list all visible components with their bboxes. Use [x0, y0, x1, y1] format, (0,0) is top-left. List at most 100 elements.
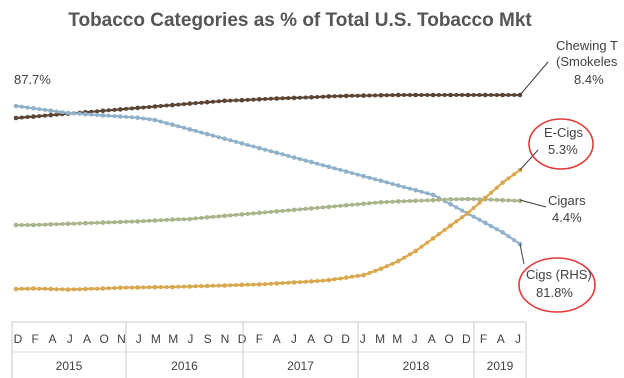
- data-point-interp: [182, 125, 186, 130]
- x-tick-label: F: [256, 332, 263, 346]
- year-label: 2019: [487, 359, 514, 373]
- data-point-interp: [407, 252, 412, 257]
- data-point-interp: [71, 287, 76, 292]
- data-point: [309, 159, 314, 165]
- data-point-interp: [124, 285, 129, 290]
- data-point: [396, 199, 401, 204]
- data-point-interp: [176, 284, 181, 289]
- data-point-interp: [303, 95, 308, 100]
- data-point: [204, 99, 210, 105]
- x-tick-label: F: [480, 332, 487, 346]
- data-point-interp: [251, 282, 256, 287]
- x-tick-label: A: [307, 332, 315, 346]
- data-point-interp: [43, 107, 47, 112]
- data-point-interp: [234, 212, 239, 217]
- data-point: [257, 97, 262, 102]
- x-tick-label: M: [168, 332, 178, 346]
- x-tick-label: J: [291, 332, 297, 346]
- data-point-interp: [303, 279, 308, 284]
- data-point-interp: [89, 286, 94, 291]
- data-point: [65, 287, 71, 292]
- data-point-interp: [245, 211, 250, 216]
- data-point-interp: [425, 240, 430, 245]
- data-point: [48, 108, 54, 113]
- data-point-interp: [402, 199, 407, 204]
- data-point-interp: [373, 177, 378, 182]
- data-point: [430, 197, 436, 203]
- data-point-interp: [454, 205, 459, 210]
- data-point-interp: [60, 110, 65, 115]
- leader-line-1: [519, 149, 539, 171]
- data-point-interp: [228, 283, 233, 288]
- data-point: [482, 92, 488, 98]
- x-tick-label: M: [375, 332, 385, 346]
- data-point-interp: [124, 219, 129, 224]
- data-point-interp: [164, 217, 169, 222]
- data-point: [152, 104, 158, 109]
- data-point-interp: [199, 130, 204, 135]
- data-point-interp: [297, 157, 302, 161]
- x-tick-label: F: [32, 332, 39, 346]
- data-point-interp: [460, 215, 465, 220]
- data-point-interp: [216, 214, 221, 219]
- data-point-interp: [350, 171, 354, 176]
- data-point: [500, 180, 505, 185]
- data-point-interp: [286, 96, 291, 101]
- data-point: [187, 216, 193, 222]
- data-point: [135, 219, 140, 224]
- data-point-interp: [129, 106, 134, 111]
- data-point-interp: [176, 217, 181, 222]
- data-point: [517, 198, 523, 204]
- data-point-interp: [489, 224, 493, 229]
- data-point-interp: [211, 99, 215, 104]
- data-point-interp: [54, 109, 59, 114]
- data-point-interp: [471, 206, 476, 210]
- x-tick-label: S: [204, 332, 212, 346]
- year-label: 2016: [171, 359, 198, 373]
- data-point: [326, 94, 332, 99]
- data-point-interp: [373, 200, 378, 205]
- data-point-interp: [303, 206, 308, 211]
- data-point: [222, 213, 227, 219]
- data-point: [361, 173, 366, 179]
- data-point-interp: [147, 218, 152, 223]
- data-point-interp: [350, 202, 354, 207]
- data-point-interp: [425, 191, 430, 196]
- series-line-3: [15, 169, 521, 291]
- data-point: [378, 200, 384, 205]
- data-point: [465, 210, 471, 216]
- data-point-interp: [158, 285, 163, 290]
- data-point-interp: [315, 205, 320, 210]
- data-point-interp: [25, 115, 30, 119]
- data-point: [448, 223, 453, 228]
- data-point-interp: [164, 285, 169, 290]
- data-point: [343, 203, 349, 208]
- data-point-interp: [176, 102, 181, 107]
- data-point-interp: [164, 103, 169, 108]
- data-point-interp: [454, 93, 459, 97]
- data-point-interp: [332, 204, 337, 209]
- data-point-interp: [211, 283, 215, 288]
- data-point-interp: [234, 139, 239, 144]
- data-point-interp: [425, 93, 430, 97]
- label-cigs: Cigs (RHS): [526, 267, 592, 282]
- data-point-interp: [332, 166, 337, 171]
- data-point-interp: [263, 147, 268, 152]
- data-point-interp: [477, 200, 482, 205]
- data-point-interp: [19, 115, 24, 120]
- data-point: [135, 285, 140, 290]
- data-point-interp: [268, 209, 273, 214]
- data-point-interp: [124, 114, 129, 119]
- series-line-0: [15, 93, 520, 120]
- data-point-interp: [436, 93, 441, 97]
- data-point: [239, 282, 245, 288]
- data-point-interp: [141, 116, 146, 121]
- data-point-interp: [373, 268, 378, 273]
- data-point-interp: [506, 176, 511, 181]
- data-point-interp: [315, 161, 320, 166]
- data-point: [291, 155, 297, 160]
- data-point-interp: [89, 112, 94, 117]
- data-point-interp: [390, 199, 395, 204]
- data-point: [222, 98, 227, 104]
- data-point-interp: [37, 107, 42, 112]
